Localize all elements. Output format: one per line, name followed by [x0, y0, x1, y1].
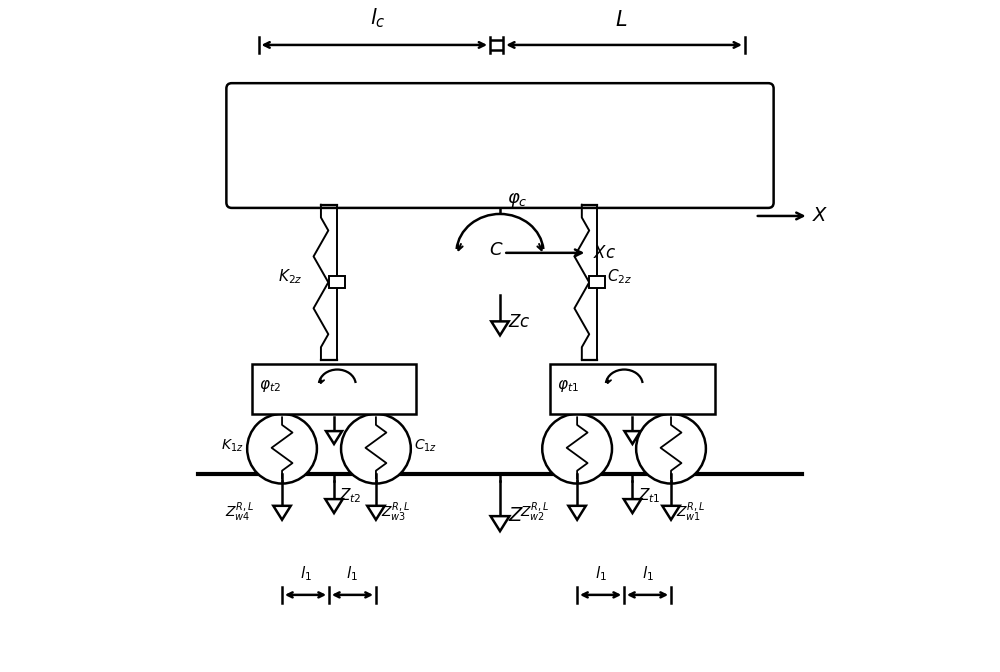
Polygon shape [325, 499, 343, 513]
Polygon shape [624, 431, 641, 444]
Bar [329, 276, 345, 288]
Polygon shape [568, 506, 586, 519]
Polygon shape [662, 506, 680, 519]
Text: $\varphi_{t2}$: $\varphi_{t2}$ [259, 378, 280, 394]
Text: $L$: $L$ [615, 10, 627, 30]
Text: $C$: $C$ [489, 241, 504, 259]
Text: $X$: $X$ [812, 206, 828, 226]
Text: $Z_{t1}$: $Z_{t1}$ [638, 487, 661, 505]
Text: $l_c$: $l_c$ [370, 7, 385, 30]
Text: $\varphi_{t1}$: $\varphi_{t1}$ [557, 378, 579, 394]
Text: $\varphi_c$: $\varphi_c$ [507, 191, 527, 208]
Text: $K_{1z}$: $K_{1z}$ [221, 437, 244, 454]
Circle shape [636, 414, 706, 484]
Text: $l_1$: $l_1$ [346, 564, 358, 583]
FancyBboxPatch shape [226, 83, 774, 208]
Text: $C_{2z}$: $C_{2z}$ [607, 267, 633, 286]
Circle shape [542, 414, 612, 484]
Text: $Xc$: $Xc$ [593, 244, 616, 262]
Text: $Z_{w1}^{R,L}$: $Z_{w1}^{R,L}$ [676, 501, 706, 524]
Polygon shape [624, 499, 641, 513]
Text: $Zc$: $Zc$ [508, 313, 531, 331]
Circle shape [247, 414, 317, 484]
Text: $Z$: $Z$ [508, 506, 524, 526]
Text: $l_1$: $l_1$ [642, 564, 654, 583]
Polygon shape [326, 431, 342, 444]
Bar [252, 364, 416, 414]
Text: $C_{1z}$: $C_{1z}$ [414, 437, 437, 454]
Text: $l_1$: $l_1$ [300, 564, 311, 583]
Polygon shape [367, 506, 385, 519]
Polygon shape [491, 321, 509, 335]
Text: $Z_{w2}^{R,L}$: $Z_{w2}^{R,L}$ [520, 501, 549, 524]
Bar [550, 364, 715, 414]
Text: $Z_{w4}^{R,L}$: $Z_{w4}^{R,L}$ [225, 501, 254, 524]
Text: $l_1$: $l_1$ [595, 564, 607, 583]
Circle shape [341, 414, 411, 484]
Polygon shape [273, 506, 291, 519]
Text: $Z_{t2}$: $Z_{t2}$ [339, 487, 362, 505]
Bar [589, 276, 605, 288]
Text: $K_{2z}$: $K_{2z}$ [278, 267, 302, 286]
Polygon shape [491, 516, 509, 531]
Text: $Z_{w3}^{R,L}$: $Z_{w3}^{R,L}$ [381, 501, 411, 524]
